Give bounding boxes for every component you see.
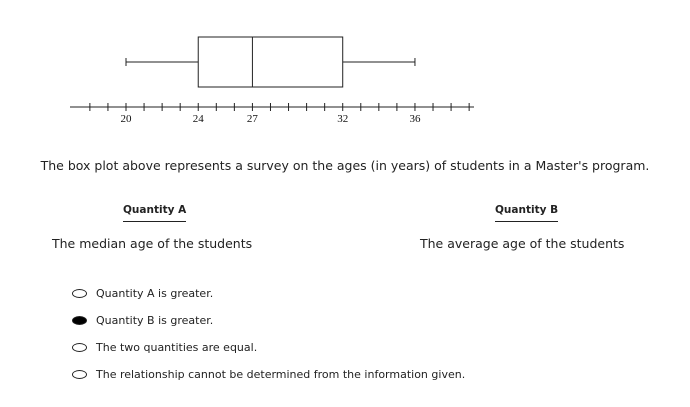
radio-button[interactable] [72, 289, 87, 298]
quantity-a-heading: Quantity A [123, 204, 187, 222]
option-label: Quantity B is greater. [96, 314, 214, 327]
answer-option[interactable]: The two quantities are equal. [72, 341, 257, 354]
radio-button[interactable] [72, 343, 87, 352]
option-label: Quantity A is greater. [96, 287, 214, 300]
tick-label: 36 [409, 113, 421, 125]
question-text: The box plot above represents a survey o… [40, 158, 650, 173]
box-plot: 20 24 27 32 36 [70, 36, 474, 125]
box [197, 36, 344, 88]
tick-label: 32 [337, 113, 348, 125]
radio-button[interactable] [72, 370, 87, 379]
quantity-a-text: The median age of the students [52, 236, 253, 251]
tick-label: 20 [121, 113, 133, 125]
option-label: The two quantities are equal. [96, 341, 258, 354]
option-label: The relationship cannot be determined fr… [96, 368, 466, 381]
quantity-b-text: The average age of the students [420, 236, 625, 251]
answer-option[interactable]: Quantity B is greater. [72, 314, 213, 327]
tick-label: 27 [247, 113, 259, 125]
answer-option[interactable]: The relationship cannot be determined fr… [72, 368, 465, 381]
quantity-b-heading: Quantity B [495, 204, 559, 222]
answer-option[interactable]: Quantity A is greater. [72, 287, 213, 300]
radio-button[interactable] [72, 316, 87, 325]
tick-label: 24 [193, 113, 205, 125]
